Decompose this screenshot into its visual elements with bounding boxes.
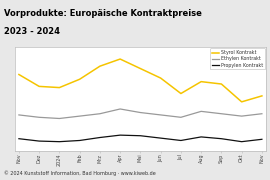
Ethylen Kontrakt [179,116,183,118]
Ethylen Kontrakt [38,116,41,118]
Legend: Styrol Kontrakt, Ethylen Kontrakt, Propylen Kontrakt: Styrol Kontrakt, Ethylen Kontrakt, Propy… [210,48,265,69]
Styrol Kontrakt [119,58,122,60]
Propylen Kontrakt [38,140,41,142]
Styrol Kontrakt [78,78,81,80]
Ethylen Kontrakt [220,113,223,115]
Ethylen Kontrakt [98,113,102,115]
Propylen Kontrakt [260,138,264,140]
Styrol Kontrakt [17,73,21,76]
Propylen Kontrakt [98,136,102,139]
Styrol Kontrakt [220,83,223,85]
Styrol Kontrakt [139,68,142,70]
Ethylen Kontrakt [159,114,162,116]
Ethylen Kontrakt [17,114,21,116]
Styrol Kontrakt [159,77,162,79]
Styrol Kontrakt [200,81,203,83]
Ethylen Kontrakt [58,117,61,120]
Ethylen Kontrakt [260,113,264,115]
Propylen Kontrakt [220,138,223,140]
Styrol Kontrakt [38,85,41,87]
Ethylen Kontrakt [78,115,81,117]
Propylen Kontrakt [159,137,162,139]
Text: Vorprodukte: Europäische Kontraktpreise: Vorprodukte: Europäische Kontraktpreise [4,9,202,18]
Propylen Kontrakt [200,136,203,138]
Ethylen Kontrakt [139,111,142,114]
Propylen Kontrakt [78,139,81,141]
Text: © 2024 Kunststoff Information, Bad Homburg · www.kiweb.de: © 2024 Kunststoff Information, Bad Hombu… [4,170,156,176]
Propylen Kontrakt [139,135,142,137]
Styrol Kontrakt [98,65,102,67]
Line: Propylen Kontrakt: Propylen Kontrakt [19,135,262,142]
Propylen Kontrakt [240,141,243,143]
Styrol Kontrakt [179,93,183,95]
Text: 2023 - 2024: 2023 - 2024 [4,27,60,36]
Ethylen Kontrakt [200,110,203,112]
Styrol Kontrakt [260,95,264,97]
Ethylen Kontrakt [119,108,122,110]
Propylen Kontrakt [17,138,21,140]
Styrol Kontrakt [58,87,61,89]
Propylen Kontrakt [179,139,183,141]
Styrol Kontrakt [240,101,243,103]
Ethylen Kontrakt [240,115,243,117]
Propylen Kontrakt [58,141,61,143]
Line: Ethylen Kontrakt: Ethylen Kontrakt [19,109,262,118]
Line: Styrol Kontrakt: Styrol Kontrakt [19,59,262,102]
Propylen Kontrakt [119,134,122,136]
